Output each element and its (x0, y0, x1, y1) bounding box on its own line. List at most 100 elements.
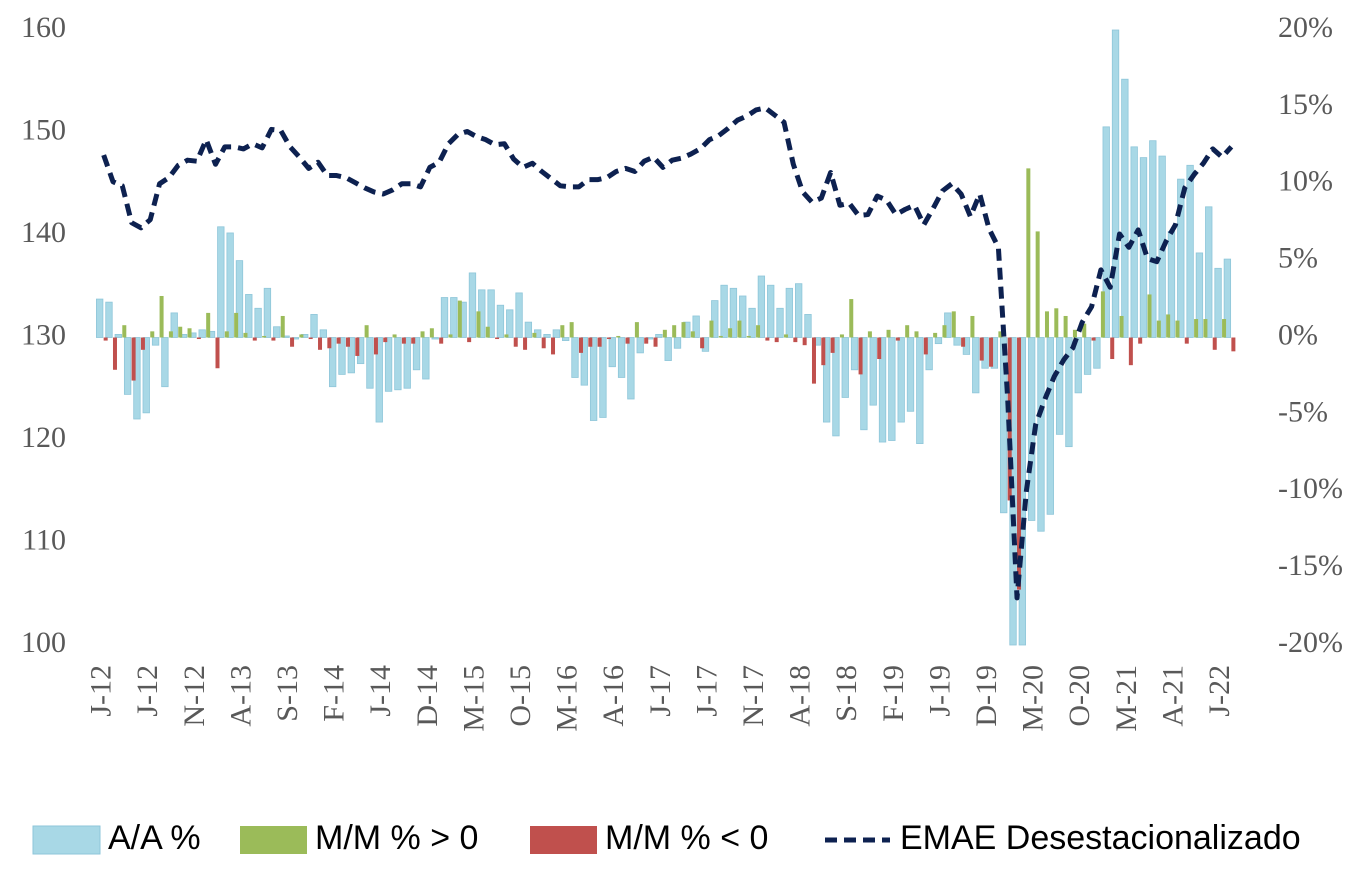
bar (1203, 319, 1208, 338)
x-tick-label: J-12 (131, 665, 164, 717)
bar (765, 337, 770, 341)
bar (720, 284, 728, 338)
bar (1205, 206, 1213, 338)
bar (1195, 252, 1204, 338)
bar (252, 337, 257, 341)
bar (412, 337, 421, 371)
legend-swatch (240, 826, 307, 854)
bar (672, 325, 677, 338)
bar (392, 334, 397, 338)
bar (673, 337, 682, 349)
bar (756, 325, 761, 338)
bar (1044, 311, 1049, 338)
bar (394, 337, 402, 391)
bar (495, 337, 500, 340)
bar (235, 260, 244, 338)
y2-tick-label: -20% (1278, 626, 1343, 659)
x-tick-label: M-20 (1017, 665, 1050, 732)
bar (384, 337, 393, 392)
bar (1054, 308, 1059, 338)
x-tick-label: N-17 (737, 665, 770, 727)
bar (979, 337, 984, 361)
legend-label: EMAE Desestacionalizado (900, 819, 1301, 857)
bar (552, 329, 560, 338)
bar (543, 334, 551, 338)
bar (867, 331, 872, 338)
y2-tick-label: -15% (1278, 549, 1343, 582)
bar (746, 335, 751, 338)
bar (468, 272, 477, 338)
bar (420, 331, 425, 338)
bar (504, 334, 509, 338)
x-tick-label: F-19 (877, 665, 910, 722)
bar (114, 334, 122, 338)
x-tick-label: A-18 (784, 665, 817, 727)
bar (850, 337, 859, 371)
x-tick-label: M-15 (457, 665, 490, 732)
bar (916, 337, 924, 444)
bar (830, 337, 835, 353)
bar (541, 337, 546, 349)
bar (122, 325, 127, 338)
bar (841, 337, 849, 398)
bar (1037, 337, 1045, 532)
bar (804, 314, 812, 338)
bar (1035, 231, 1040, 338)
bar (96, 298, 104, 338)
bar (439, 337, 444, 344)
bar (319, 329, 327, 338)
y-tick-label: 140 (21, 216, 66, 249)
bar (821, 337, 826, 366)
bar (664, 337, 672, 361)
bar (1007, 337, 1012, 501)
bar (1093, 337, 1101, 369)
bar (308, 337, 313, 340)
bar (597, 337, 602, 347)
bar (532, 332, 537, 338)
bar (217, 226, 225, 338)
bar (1026, 168, 1031, 338)
x-tick-label: S-18 (830, 665, 863, 722)
bar (1214, 267, 1222, 338)
bar (1138, 337, 1143, 344)
line (101, 105, 1234, 601)
bar (785, 287, 793, 338)
bar (897, 337, 905, 423)
bar (944, 312, 952, 338)
x-tick-label: J-12 (85, 665, 118, 717)
bar (860, 337, 868, 431)
bar (243, 332, 248, 338)
bar (895, 337, 900, 341)
bar (1166, 314, 1171, 338)
bar (161, 337, 169, 388)
bar (692, 315, 700, 338)
legend-swatch (32, 825, 101, 855)
bar (578, 337, 583, 353)
bar (1110, 337, 1115, 360)
bar (112, 337, 117, 370)
y-tick-label: 120 (21, 421, 66, 454)
legend-label: A/A % (108, 819, 201, 857)
x-tick-label: J-17 (644, 665, 677, 717)
bar (338, 337, 346, 375)
bar (1072, 329, 1077, 338)
bar (739, 295, 747, 338)
bar (914, 331, 919, 338)
bar (653, 337, 658, 347)
bar (1186, 164, 1194, 338)
bar (1091, 337, 1096, 341)
bar (1223, 258, 1232, 338)
bar (737, 320, 742, 338)
bar (1231, 337, 1236, 352)
bar (634, 322, 639, 338)
bar (131, 337, 136, 381)
bar (262, 335, 267, 338)
bar (951, 311, 956, 338)
bar (254, 307, 262, 338)
bar (662, 329, 667, 338)
y2-tick-label: 15% (1278, 88, 1333, 121)
bar (655, 334, 663, 338)
x-tick-label: S-13 (271, 665, 304, 722)
bar (729, 287, 738, 338)
bar (198, 329, 206, 338)
